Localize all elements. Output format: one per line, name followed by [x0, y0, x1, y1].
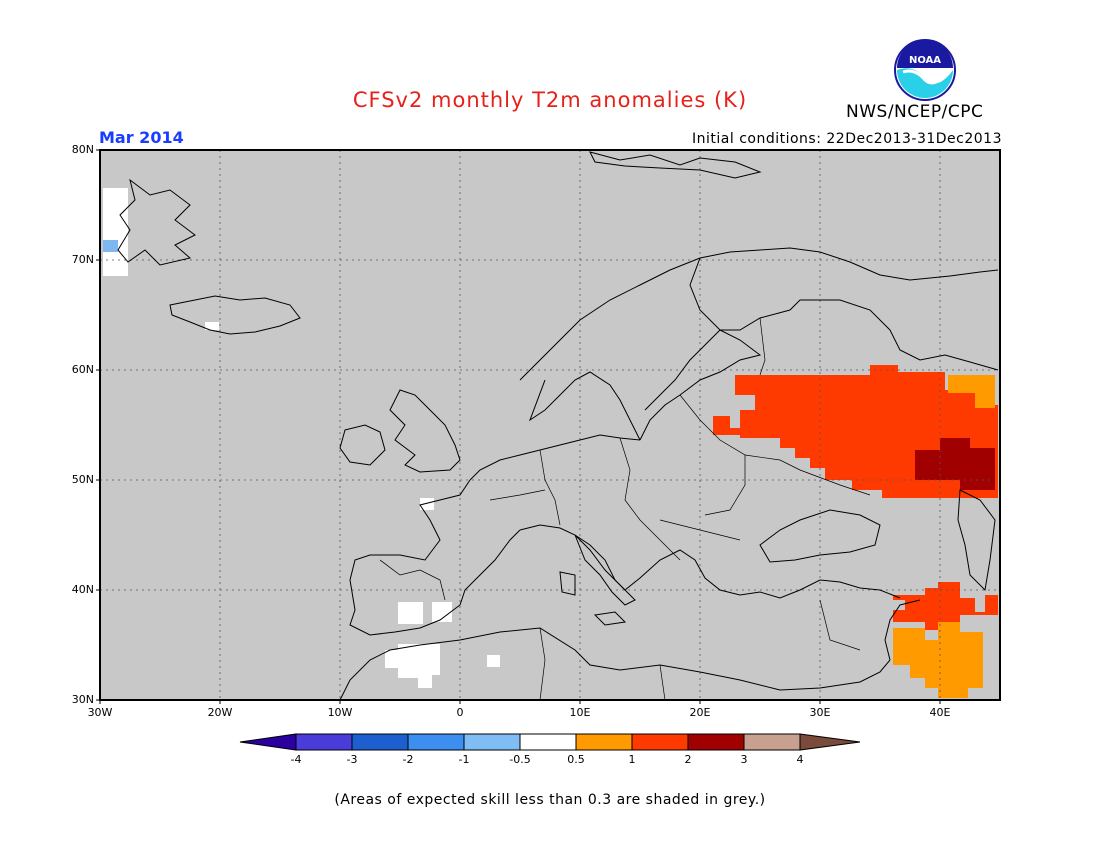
- anomaly-iceland-white: [205, 322, 219, 330]
- colorbar-cell-lt-4: [239, 733, 297, 751]
- lon-label-30e: 30E: [809, 706, 831, 719]
- coastlines: [117, 151, 999, 701]
- colorbar-label-0p5: 0.5: [567, 753, 585, 766]
- anomaly-biscay-white: [420, 498, 434, 510]
- colorbar: [239, 733, 861, 751]
- colorbar-cell-1: [295, 733, 353, 751]
- colorbar-cell-6: [575, 733, 633, 751]
- lat-label-80n: 80N: [71, 143, 94, 156]
- anomaly-ne-0p5to1: [948, 375, 995, 408]
- colorbar-cell-4: [463, 733, 521, 751]
- lon-label-20w: 20W: [207, 706, 233, 719]
- colorbar-label-2: 2: [684, 753, 692, 766]
- anomaly-greenland-blue: [103, 240, 118, 252]
- colorbar-label-4: 4: [796, 753, 804, 766]
- noaa-logo: NOAA: [894, 39, 956, 101]
- valid-month: Mar 2014: [99, 128, 184, 147]
- logo-text: NOAA: [909, 55, 941, 66]
- anomaly-patches: [103, 188, 998, 698]
- country-borders: [379, 317, 871, 701]
- lat-label-70n: 70N: [71, 253, 94, 266]
- lon-label-0: 0: [456, 706, 464, 719]
- footnote: (Areas of expected skill less than 0.3 a…: [334, 792, 766, 808]
- lat-label-50n: 50N: [71, 473, 94, 486]
- anomaly-morocco-white: [385, 644, 440, 688]
- map-frame: [99, 149, 1001, 701]
- agency-label: NWS/NCEP/CPC: [846, 102, 984, 122]
- grid-lines: [100, 150, 1000, 700]
- colorbar-label-1: 1: [628, 753, 636, 766]
- anomaly-greenland-white: [103, 188, 128, 276]
- colorbar-label-neg2: -2: [402, 753, 414, 766]
- colorbar-label-neg0p5: -0.5: [509, 753, 531, 766]
- colorbar-label-neg1: -1: [458, 753, 470, 766]
- lat-label-30n: 30N: [71, 693, 94, 706]
- colorbar-label-neg3: -3: [346, 753, 358, 766]
- lat-label-40n: 40N: [71, 583, 94, 596]
- colorbar-cell-2: [351, 733, 409, 751]
- chart-title: CFSv2 monthly T2m anomalies (K): [352, 88, 748, 112]
- lon-label-10w: 10W: [327, 706, 353, 719]
- lon-label-40e: 40E: [929, 706, 951, 719]
- colorbar-cell-5: [519, 733, 577, 751]
- anomaly-syria-0p5to1: [893, 622, 983, 698]
- initial-conditions: Initial conditions: 22Dec2013-31Dec2013: [692, 131, 1002, 147]
- colorbar-cell-9: [743, 733, 801, 751]
- tick-marks: [96, 149, 941, 704]
- anomaly-iberia-white-2: [432, 602, 452, 622]
- anomaly-russia-2to3: [915, 438, 995, 490]
- lon-label-30w: 30W: [87, 706, 113, 719]
- anomaly-algeria-white: [487, 655, 500, 667]
- lon-label-10e: 10E: [569, 706, 591, 719]
- anomaly-turkey-1to2: [893, 582, 998, 630]
- anomaly-iberia-white-1: [398, 602, 423, 624]
- lat-label-60n: 60N: [71, 363, 94, 376]
- colorbar-label-3: 3: [740, 753, 748, 766]
- colorbar-label-neg4: -4: [290, 753, 302, 766]
- colorbar-cell-3: [407, 733, 465, 751]
- colorbar-cell-gt-4: [799, 733, 861, 751]
- colorbar-cell-7: [631, 733, 689, 751]
- colorbar-cell-8: [687, 733, 745, 751]
- lon-label-20e: 20E: [689, 706, 711, 719]
